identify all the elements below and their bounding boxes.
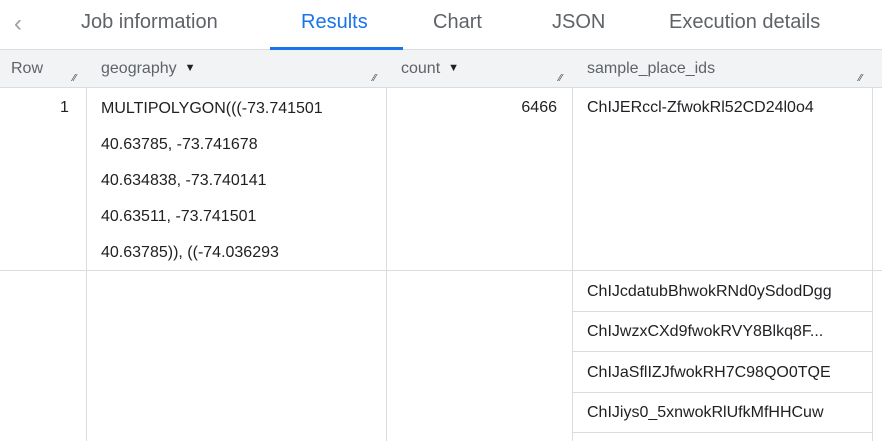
resize-handle-icon[interactable]: ⁄⁄	[559, 73, 563, 84]
place-id-cell: ChIJcdatubBhwokRNd0ySdodDgg	[587, 283, 832, 300]
column-label: geography	[101, 60, 177, 77]
row-divider	[572, 351, 872, 352]
column-label: sample_place_ids	[587, 60, 716, 77]
row-divider	[572, 311, 872, 312]
column-divider	[386, 88, 387, 441]
tab-results[interactable]: Results	[301, 11, 368, 33]
column-divider	[86, 88, 87, 441]
count-cell: 6466	[521, 99, 557, 116]
tab-execution-details[interactable]: Execution details	[669, 11, 821, 33]
row-divider	[572, 392, 872, 393]
column-label: Row	[11, 60, 44, 77]
resize-handle-icon[interactable]: ⁄⁄	[859, 73, 863, 84]
tab-json[interactable]: JSON	[552, 11, 606, 33]
caret-down-icon[interactable]: ▼	[448, 62, 460, 74]
geography-cell-line: MULTIPOLYGON(((-73.741501	[101, 100, 323, 117]
row-divider	[0, 270, 882, 271]
resize-handle-icon[interactable]: ⁄⁄	[73, 73, 77, 84]
column-header-sample-place-ids: sample_place_ids	[587, 50, 715, 88]
column-divider	[572, 88, 573, 441]
active-tab-indicator	[270, 47, 403, 50]
column-header-geography[interactable]: geography ▼	[101, 50, 196, 88]
place-id-cell: ChIJiys0_5xnwokRlUfkMfHHCuw	[587, 404, 824, 421]
chevron-left-icon[interactable]: ‹	[14, 10, 22, 37]
tab-chart[interactable]: Chart	[433, 11, 482, 33]
row-divider	[572, 432, 872, 433]
row-number: 1	[60, 99, 69, 116]
column-header-row: Row	[11, 50, 43, 88]
place-id-cell: ChIJwzxCXd9fwokRVY8Blkq8F...	[587, 323, 824, 340]
geography-cell-line: 40.63785, -73.741678	[101, 136, 258, 153]
resize-handle-icon[interactable]: ⁄⁄	[373, 73, 377, 84]
geography-cell-line: 40.63511, -73.741501	[101, 208, 257, 225]
geography-cell-line: 40.63785)), ((-74.036293	[101, 244, 279, 261]
table-header: Row ⁄⁄ geography ▼ ⁄⁄ count ▼ ⁄⁄ sample_pl…	[0, 50, 882, 88]
place-id-cell: ChIJERccl-ZfwokRl52CD24l0o4	[587, 99, 814, 116]
column-divider	[872, 88, 873, 441]
column-label: count	[401, 60, 441, 77]
tab-bar: ‹ Job information Results Chart JSON Exe…	[0, 0, 882, 50]
geography-cell-line: 40.634838, -73.740141	[101, 172, 267, 189]
column-header-count[interactable]: count ▼	[401, 50, 459, 88]
caret-down-icon[interactable]: ▼	[184, 62, 196, 74]
place-id-cell: ChIJaSflIZJfwokRH7C98QO0TQE	[587, 364, 831, 381]
tab-job-information[interactable]: Job information	[81, 11, 218, 33]
